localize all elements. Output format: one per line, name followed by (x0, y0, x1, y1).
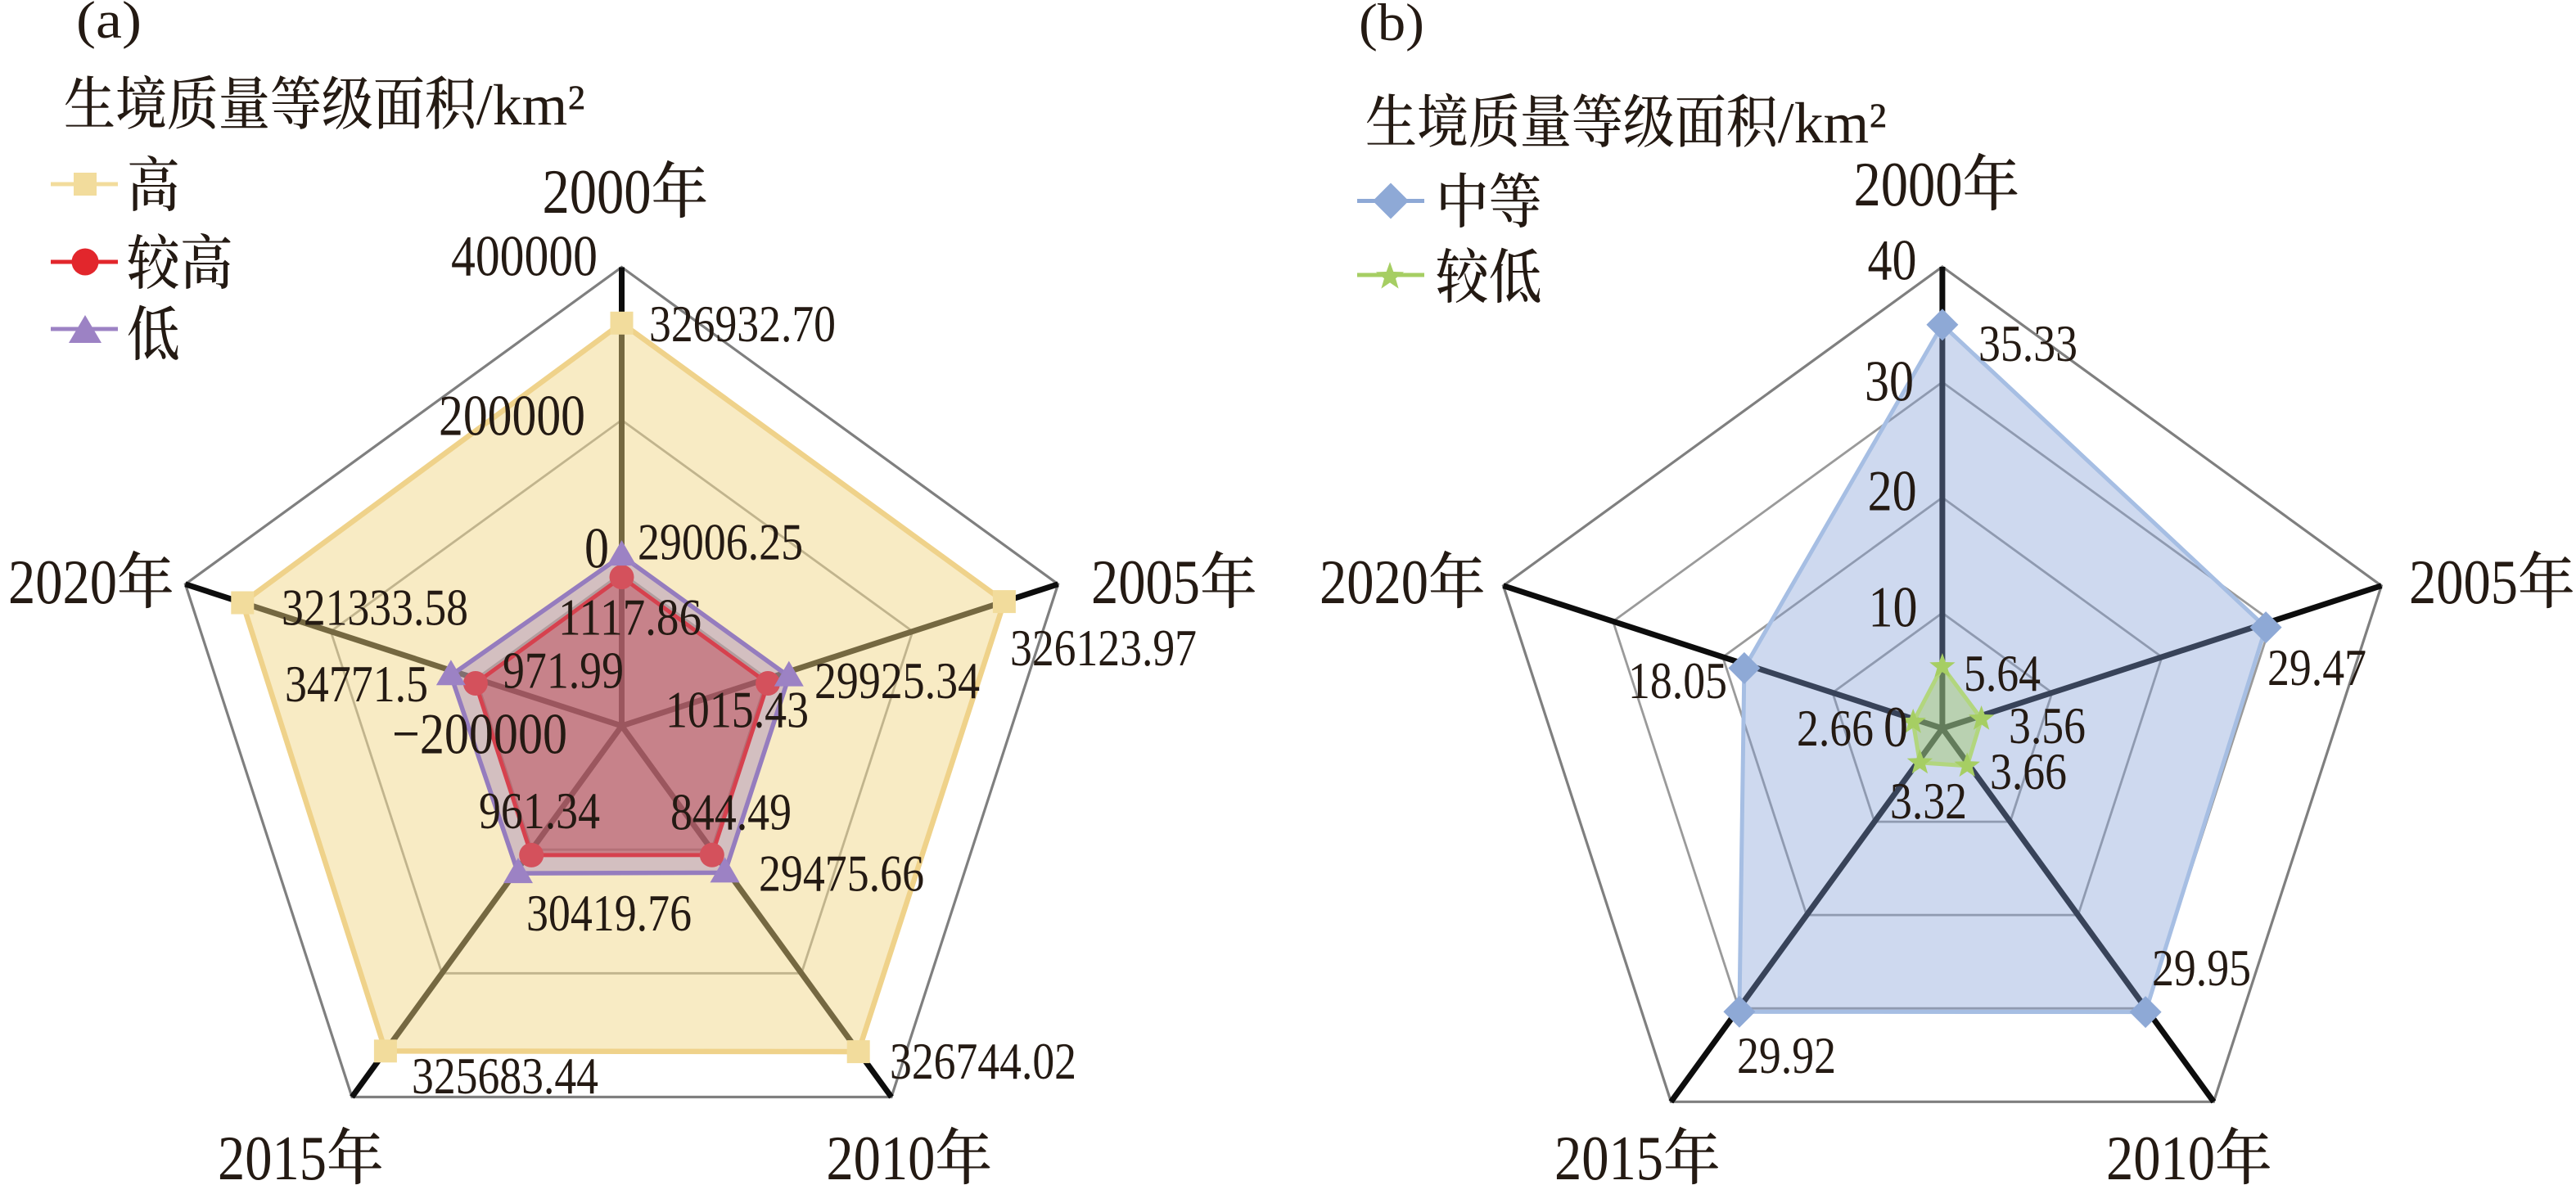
svg-text:200000: 200000 (439, 385, 585, 448)
svg-text:2015: 2015 (218, 1123, 327, 1185)
svg-text:20: 20 (1868, 460, 1917, 524)
svg-text:2005: 2005 (2409, 547, 2518, 617)
svg-text:2000: 2000 (1854, 149, 1963, 219)
svg-text:30419.76: 30419.76 (526, 884, 692, 942)
svg-text:2005: 2005 (1091, 547, 1200, 617)
svg-text:/km²: /km² (476, 74, 585, 137)
svg-text:(b): (b) (1359, 0, 1424, 52)
svg-text:/km²: /km² (1778, 92, 1887, 155)
svg-text:3.32: 3.32 (1890, 772, 1967, 830)
svg-text:2000: 2000 (543, 156, 652, 227)
svg-text:2010: 2010 (826, 1123, 935, 1185)
svg-text:2020: 2020 (1320, 547, 1428, 617)
svg-text:326744.02: 326744.02 (890, 1032, 1076, 1090)
svg-text:2015: 2015 (1554, 1123, 1663, 1185)
svg-text:(a): (a) (76, 0, 142, 50)
svg-text:3.56: 3.56 (2009, 696, 2086, 755)
svg-text:326123.97: 326123.97 (1010, 619, 1197, 677)
svg-text:29006.25: 29006.25 (638, 513, 803, 571)
svg-text:29925.34: 29925.34 (814, 651, 980, 710)
svg-text:18.05: 18.05 (1628, 651, 1727, 710)
svg-text:2020: 2020 (8, 547, 117, 617)
svg-text:0: 0 (1884, 696, 1908, 759)
svg-text:34771.5: 34771.5 (285, 655, 428, 713)
svg-text:40: 40 (1868, 229, 1917, 293)
svg-text:325683.44: 325683.44 (412, 1047, 598, 1105)
svg-text:−200000: −200000 (392, 703, 567, 767)
svg-text:1117.86: 1117.86 (558, 588, 702, 647)
svg-text:321333.58: 321333.58 (282, 579, 468, 637)
svg-text:5.64: 5.64 (1964, 644, 2041, 702)
svg-text:10: 10 (1869, 576, 1918, 640)
svg-text:29.47: 29.47 (2267, 638, 2366, 696)
svg-text:29.92: 29.92 (1737, 1026, 1836, 1084)
svg-text:30: 30 (1865, 350, 1914, 414)
svg-text:1015.43: 1015.43 (665, 680, 809, 738)
svg-text:961.34: 961.34 (479, 782, 600, 840)
svg-text:326932.70: 326932.70 (649, 295, 836, 353)
svg-text:35.33: 35.33 (1978, 314, 2077, 372)
svg-text:400000: 400000 (451, 225, 598, 289)
svg-text:2010: 2010 (2106, 1123, 2215, 1185)
svg-text:3.66: 3.66 (1990, 742, 2067, 800)
svg-text:0: 0 (584, 517, 609, 581)
svg-text:29.95: 29.95 (2152, 939, 2251, 997)
svg-text:971.99: 971.99 (503, 642, 624, 700)
svg-text:844.49: 844.49 (670, 783, 792, 841)
svg-text:2.66: 2.66 (1797, 699, 1874, 757)
svg-text:29475.66: 29475.66 (759, 845, 924, 903)
